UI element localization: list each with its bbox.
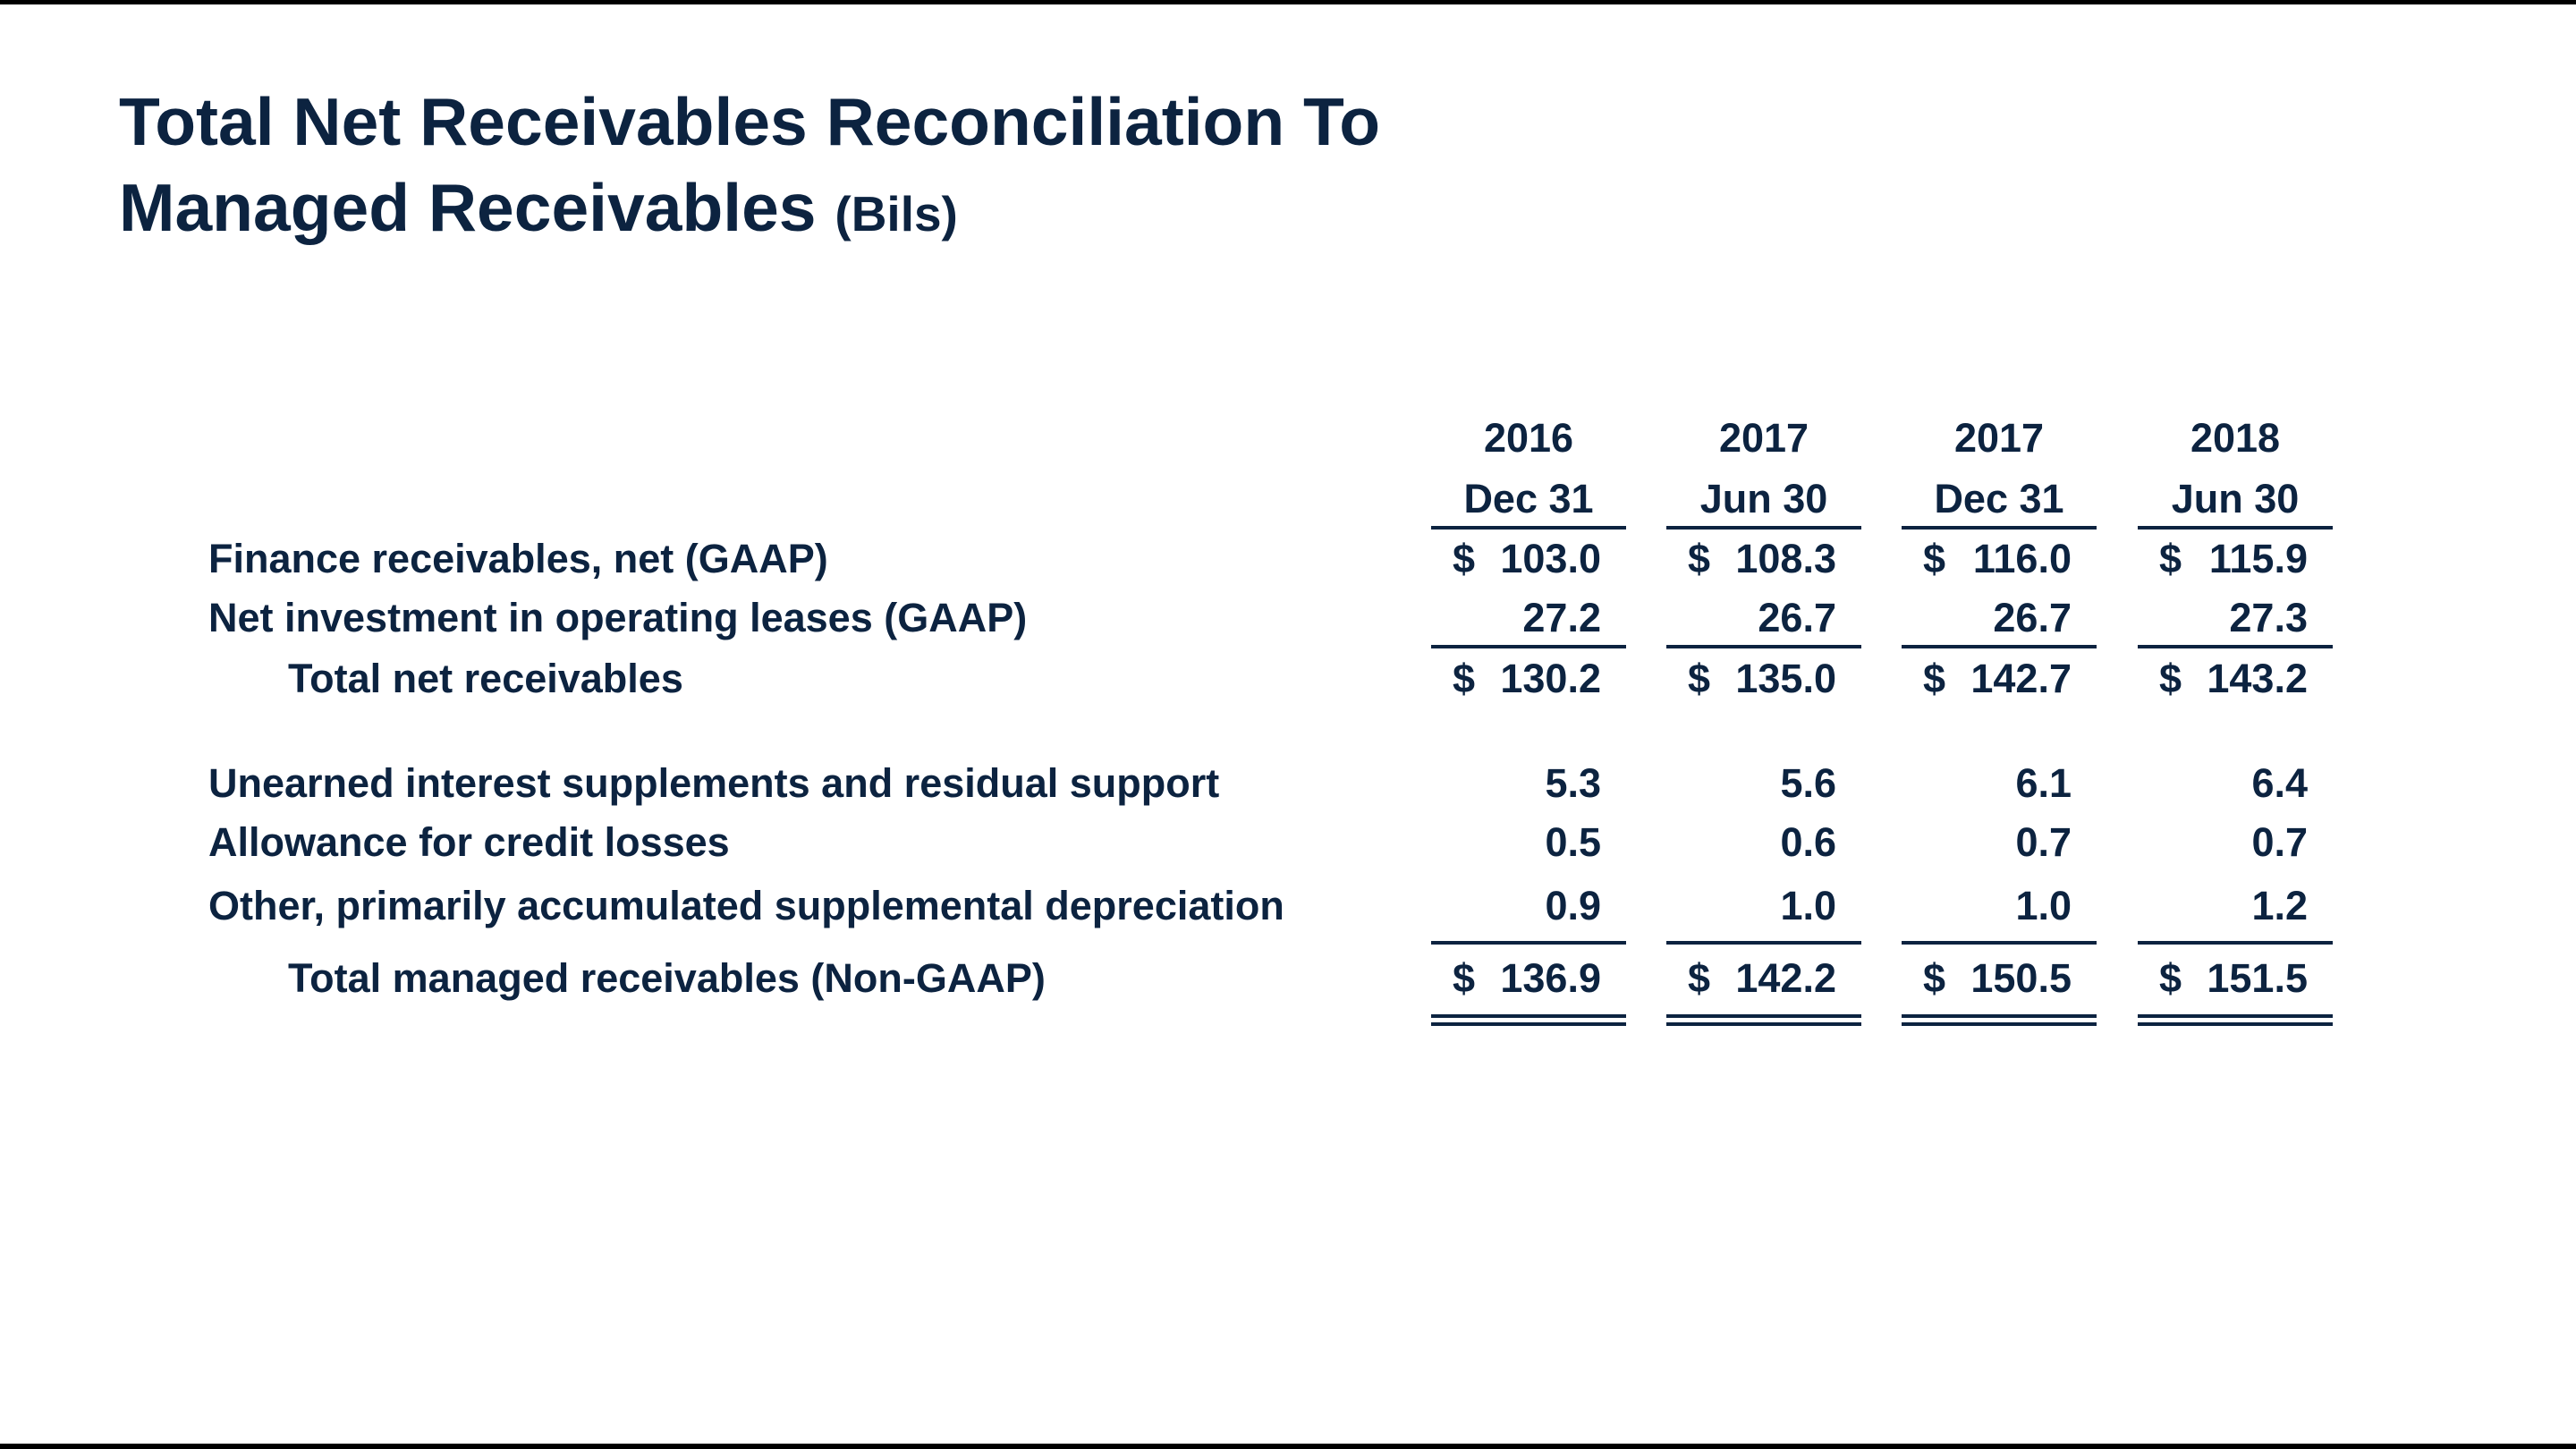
subtotal-underline	[1666, 941, 1861, 945]
header-underline	[1666, 526, 1861, 530]
dollar-sign: $	[2159, 955, 2182, 1001]
table-cell-value: 0.6	[1780, 819, 1836, 865]
header-underline	[1902, 526, 2097, 530]
dollar-sign: $	[1688, 536, 1711, 581]
dollar-sign: $	[1688, 656, 1711, 701]
table-cell-value: 6.1	[2015, 760, 2072, 806]
total-double-underline	[1431, 1014, 1626, 1018]
top-border	[0, 0, 2576, 4]
table-cell-value: 130.2	[1500, 656, 1601, 701]
total-double-underline	[2138, 1014, 2333, 1018]
table-cell-value: 115.9	[2208, 536, 2308, 581]
bottom-border	[0, 1444, 2576, 1449]
column-header-year: 2017	[1718, 415, 1809, 461]
subtotal-underline	[1431, 941, 1626, 945]
table-cell-value: 151.5	[2207, 955, 2308, 1001]
dollar-sign: $	[1923, 536, 1946, 581]
column-header-year: 2017	[1953, 415, 2045, 461]
subtotal-underline	[2138, 941, 2333, 945]
table-cell-value: 108.3	[1735, 536, 1836, 581]
dollar-sign: $	[1923, 955, 1946, 1001]
table-cell-value: 5.3	[1545, 760, 1601, 806]
row-label: Allowance for credit losses	[208, 819, 730, 865]
dollar-sign: $	[1453, 656, 1476, 701]
column-header-date: Jun 30	[1699, 476, 1828, 521]
table-cell-value: 136.9	[1500, 955, 1601, 1001]
table-cell-value: 135.0	[1735, 656, 1836, 701]
table-cell-value: 27.2	[1522, 595, 1601, 640]
title-unit: (Bils)	[835, 186, 958, 242]
table-cell-value: 26.7	[1993, 595, 2072, 640]
row-label: Finance receivables, net (GAAP)	[208, 536, 828, 581]
table-cell-value: 27.3	[2229, 595, 2308, 640]
dollar-sign: $	[1453, 536, 1476, 581]
title-line-1: Total Net Receivables Reconciliation To	[119, 84, 1381, 159]
table-cell-value: 26.7	[1758, 595, 1836, 640]
total-double-underline	[2138, 1022, 2333, 1026]
column-header-year: 2018	[2190, 415, 2281, 461]
table-cell-value: 0.9	[1545, 883, 1601, 928]
table-cell-value: 142.2	[1735, 955, 1836, 1001]
total-double-underline	[1431, 1022, 1626, 1026]
row-label: Total managed receivables (Non-GAAP)	[288, 955, 1046, 1001]
table-cell-value: 1.0	[2015, 883, 2072, 928]
dollar-sign: $	[2159, 536, 2182, 581]
table-cell-value: 0.7	[2251, 819, 2308, 865]
total-double-underline	[1902, 1014, 2097, 1018]
dollar-sign: $	[1688, 955, 1711, 1001]
table-cell-value: 5.6	[1780, 760, 1836, 806]
table-cell-value: 150.5	[1970, 955, 2072, 1001]
title-line-2: Managed Receivables	[119, 170, 817, 245]
row-label: Net investment in operating leases (GAAP…	[208, 595, 1028, 640]
table-cell-value: 0.5	[1545, 819, 1601, 865]
subtotal-underline	[1666, 645, 1861, 648]
header-underline	[1431, 526, 1626, 530]
total-double-underline	[1902, 1022, 2097, 1026]
table-cell-value: 6.4	[2251, 760, 2308, 806]
subtotal-underline	[2138, 645, 2333, 648]
column-header-year: 2016	[1483, 415, 1574, 461]
table-cell-value: 103.0	[1500, 536, 1601, 581]
subtotal-underline	[1902, 941, 2097, 945]
row-label: Unearned interest supplements and residu…	[208, 760, 1220, 806]
table-cell-value: 1.2	[2251, 883, 2308, 928]
column-header-date: Jun 30	[2171, 476, 2300, 521]
table-cell-value: 116.0	[1972, 536, 2072, 581]
total-double-underline	[1666, 1022, 1861, 1026]
column-header-date: Dec 31	[1463, 476, 1594, 521]
dollar-sign: $	[1453, 955, 1476, 1001]
row-label: Other, primarily accumulated supplementa…	[208, 883, 1284, 928]
table-cell-value: 0.7	[2015, 819, 2072, 865]
header-underline	[2138, 526, 2333, 530]
column-header-date: Dec 31	[1934, 476, 2064, 521]
subtotal-underline	[1431, 645, 1626, 648]
page-title: Total Net Receivables Reconciliation To …	[119, 79, 1380, 257]
dollar-sign: $	[2159, 656, 2182, 701]
row-label: Total net receivables	[288, 656, 683, 701]
dollar-sign: $	[1923, 656, 1946, 701]
table-cell-value: 1.0	[1780, 883, 1836, 928]
table-cell-value: 142.7	[1970, 656, 2072, 701]
total-double-underline	[1666, 1014, 1861, 1018]
subtotal-underline	[1902, 645, 2097, 648]
table-cell-value: 143.2	[2207, 656, 2308, 701]
